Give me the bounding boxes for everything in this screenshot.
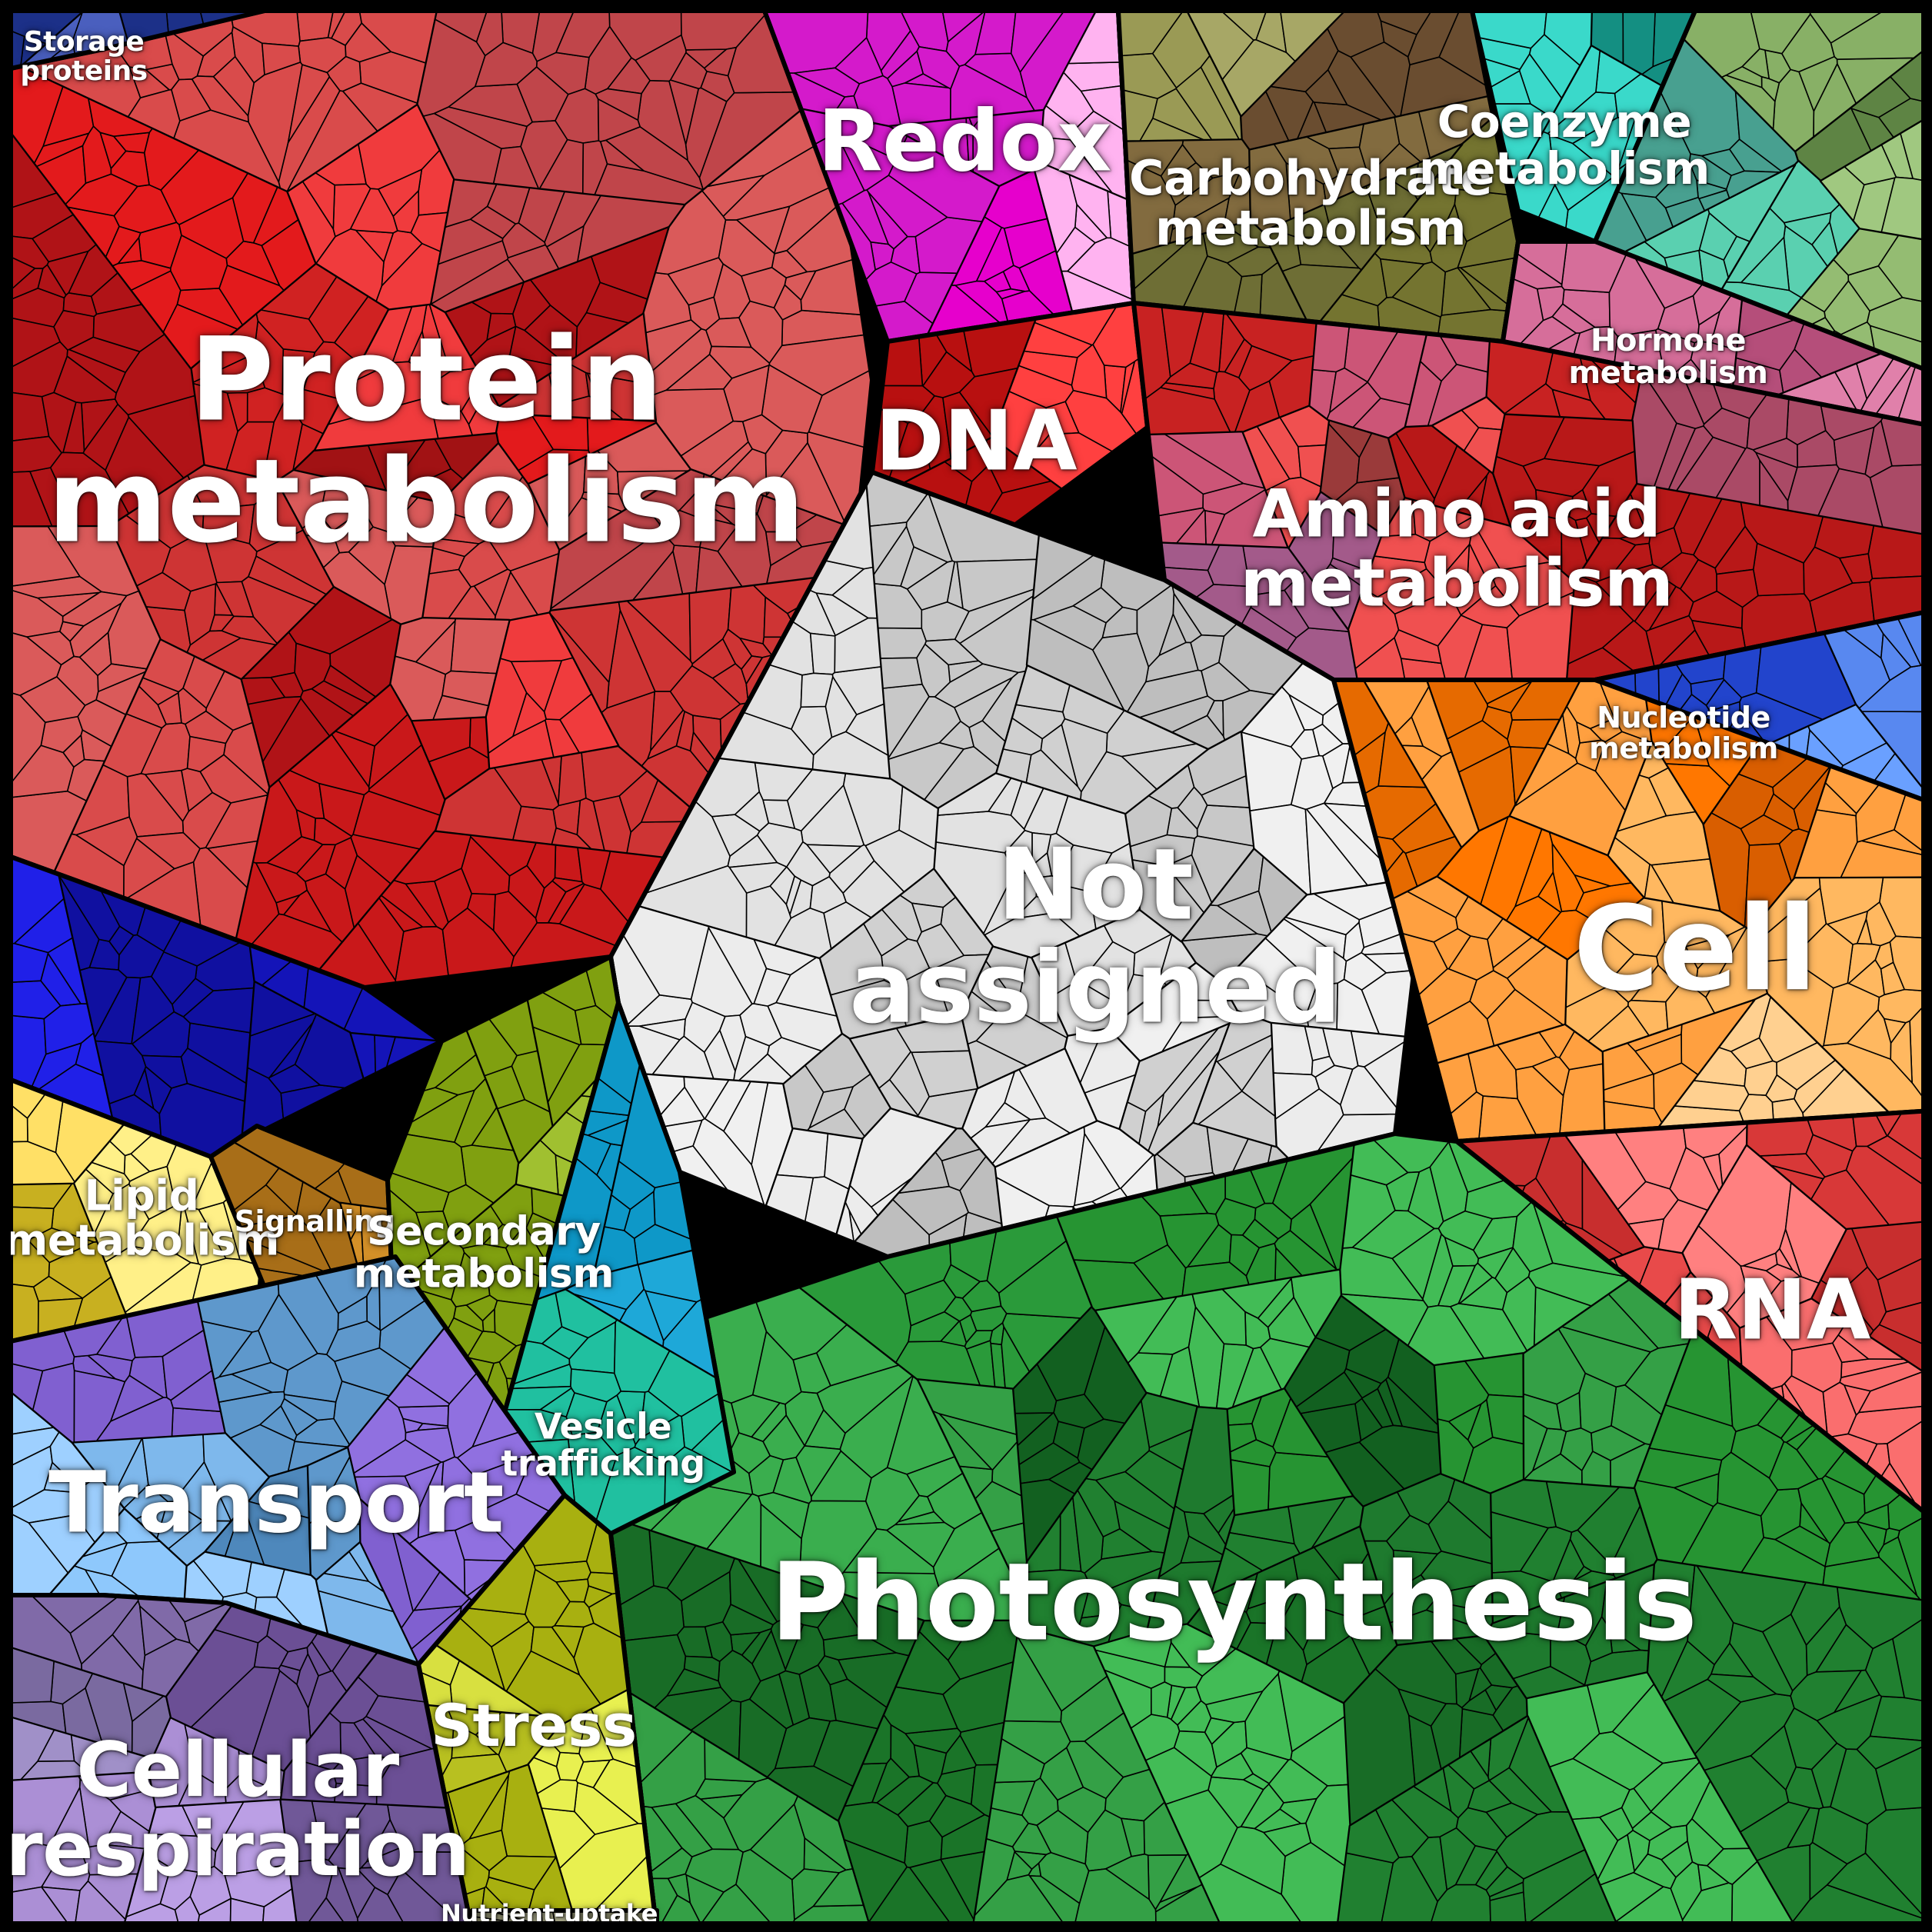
region-carbohydrate-metabolism [1118, 11, 1518, 341]
treemap-svg [11, 11, 1921, 1921]
region-nutrient-uptake [472, 1910, 657, 1921]
voronoi-treemap: Protein metabolismRedoxDNACarbohydrate m… [0, 0, 1932, 1932]
